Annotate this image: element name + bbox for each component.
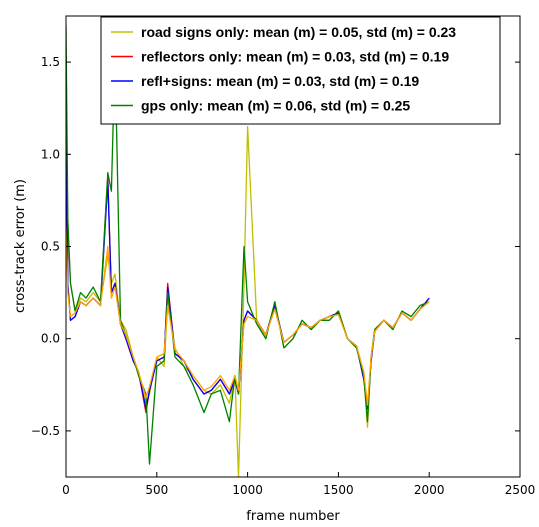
x-tick-label: 0 bbox=[62, 483, 70, 497]
x-axis-label: frame number bbox=[246, 509, 340, 524]
series-line-3 bbox=[66, 25, 430, 465]
y-tick-label: 1.5 bbox=[41, 55, 60, 69]
y-tick-label: 1.0 bbox=[41, 147, 60, 161]
x-tick-label: 1500 bbox=[323, 483, 354, 497]
x-tick-label: 500 bbox=[145, 483, 168, 497]
legend-label: gps only: mean (m) = 0.06, std (m) = 0.2… bbox=[141, 98, 410, 114]
ticks-layer: 0 500 1000 1500 2000 2500 −0.5 0.0 0.5 1.0 1.5 bbox=[31, 16, 535, 497]
x-tick-label: 1000 bbox=[232, 483, 263, 497]
y-axis-label: cross-track error (m) bbox=[13, 179, 28, 313]
x-tick-label: 2500 bbox=[505, 483, 536, 497]
series-line-4 bbox=[66, 228, 430, 406]
y-tick-label: 0.0 bbox=[41, 332, 60, 346]
y-tick-label: 0.5 bbox=[41, 240, 60, 254]
legend-label: refl+signs: mean (m) = 0.03, std (m) = 0… bbox=[141, 73, 419, 89]
legend-label: road signs only: mean (m) = 0.05, std (m… bbox=[141, 24, 456, 40]
legend-label: reflectors only: mean (m) = 0.03, std (m… bbox=[141, 49, 449, 65]
legend: road signs only: mean (m) = 0.05, std (m… bbox=[100, 16, 501, 125]
series-layer bbox=[66, 25, 430, 477]
y-tick-label: −0.5 bbox=[31, 424, 60, 438]
x-tick-label: 2000 bbox=[414, 483, 445, 497]
legend-box bbox=[100, 16, 501, 125]
